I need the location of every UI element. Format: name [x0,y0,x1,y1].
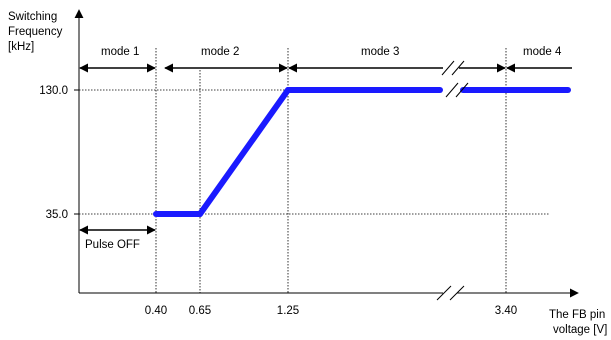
series-break-gap-icon [445,82,469,98]
mode-1-label: mode 1 [101,46,139,58]
mode-2-label: mode 2 [201,46,239,58]
x-tick-label-3.40: 3.40 [495,305,517,317]
series-segment-2 [197,87,291,217]
x-axis-title-line-2: voltage [V] [553,324,607,336]
pulse-off-label: Pulse OFF [85,239,140,251]
y-axis-title-line-2: Frequency [8,26,63,38]
y-tick-label-35: 35.0 [46,209,68,221]
y-axis-title-line-1: Switching [8,11,57,23]
x-axis-title-line-1: The FB pin [549,309,605,321]
series-layer [153,87,571,217]
mode-3-label: mode 3 [361,46,399,58]
mode-break-icon [441,60,465,76]
x-axis-break-icon [436,285,465,301]
mode-4-label: mode 4 [523,46,562,58]
x-tick-label-0.65: 0.65 [189,305,211,317]
x-tick-label-0.40: 0.40 [145,305,167,317]
y-tick-label-130: 130.0 [39,85,68,97]
x-tick-label-1.25: 1.25 [277,305,299,317]
y-axis-title-line-3: [kHz] [8,41,34,53]
